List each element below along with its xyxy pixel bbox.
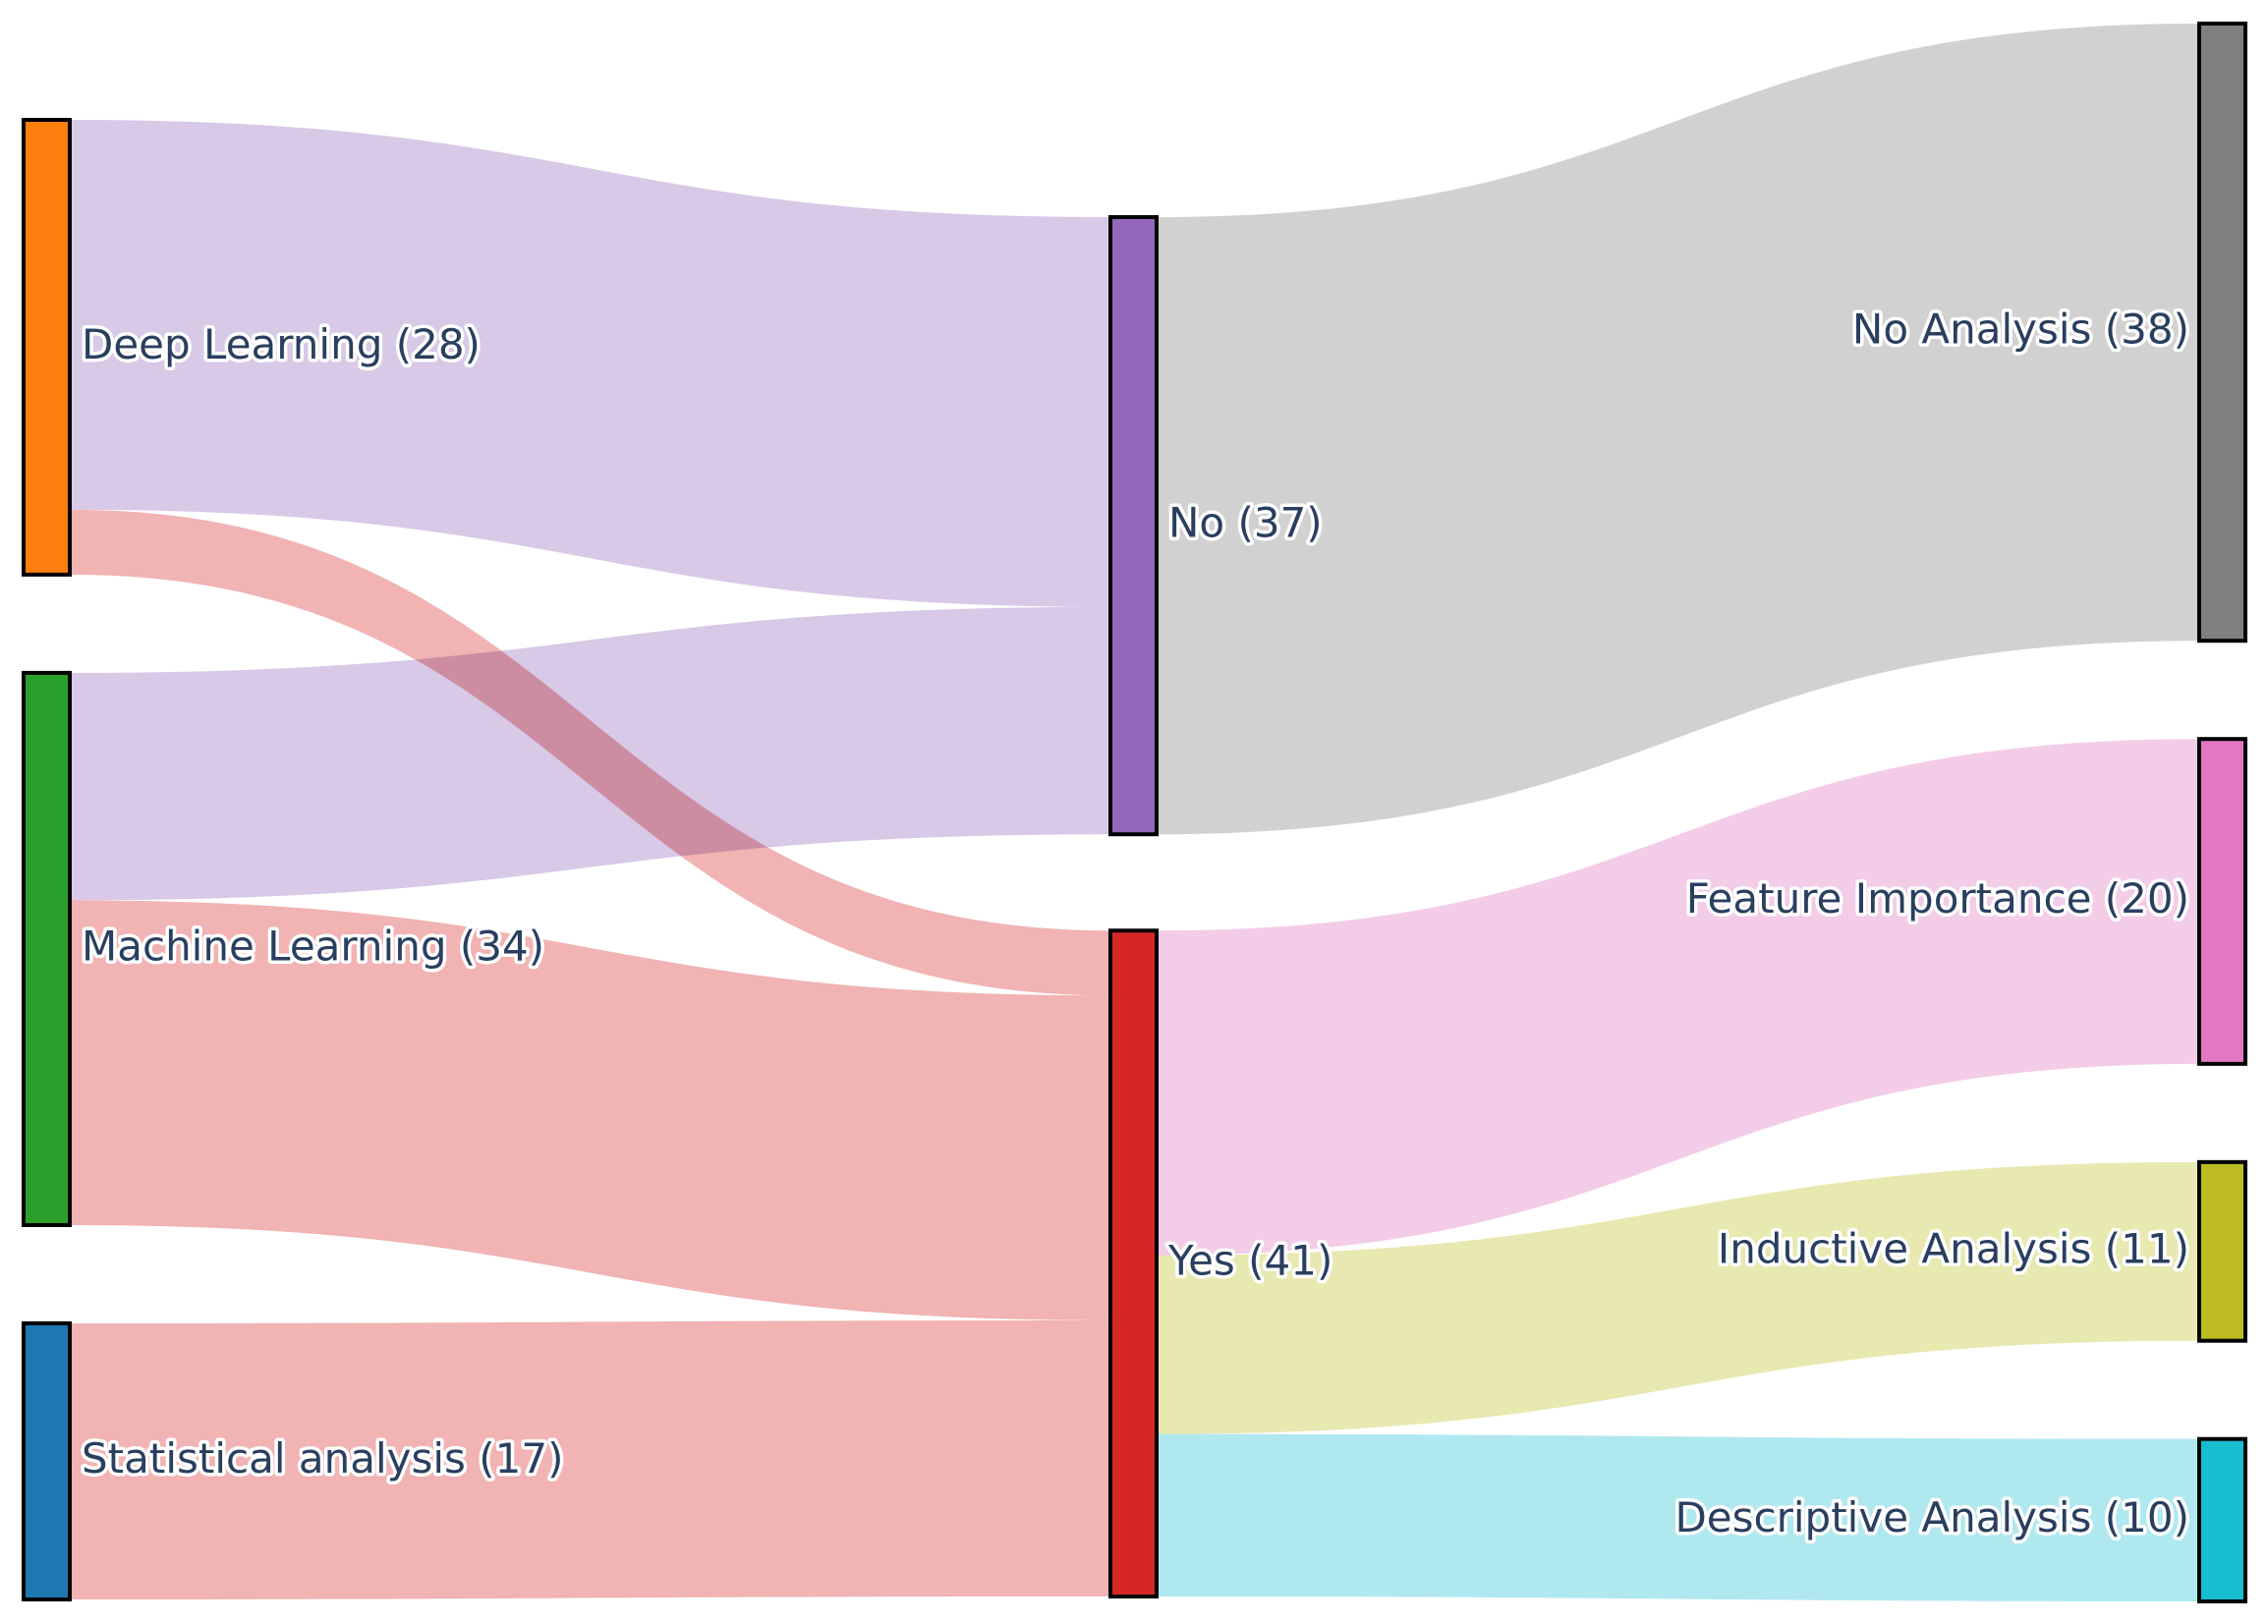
link-no-to-na	[1157, 24, 2199, 835]
node-fi	[2197, 737, 2247, 1066]
node-label-ia: Inductive Analysis (11)	[1718, 1224, 2189, 1272]
node-label-ml: Machine Learning (34)	[82, 922, 544, 970]
node-da	[2197, 1436, 2247, 1604]
node-dl	[22, 118, 72, 577]
node-ml	[22, 670, 72, 1227]
link-ml-to-yes	[70, 900, 1110, 1320]
node-ia	[2197, 1159, 2247, 1343]
link-dl-to-no	[70, 120, 1110, 607]
labels-layer: Deep Learning (28) Machine Learning (34) S…	[79, 302, 2193, 1544]
nodes-layer	[22, 22, 2247, 1604]
node-label-fi: Feature Importance (20)	[1686, 874, 2189, 923]
node-label-da: Descriptive Analysis (10)	[1674, 1493, 2189, 1541]
node-label-dl: Deep Learning (28)	[82, 320, 481, 368]
link-ml-to-no	[70, 606, 1110, 901]
node-label-na: No Analysis (38)	[1852, 306, 2189, 354]
links-layer	[70, 24, 2199, 1601]
link-yes-to-fi	[1157, 739, 2199, 1256]
link-yes-to-da	[1157, 1433, 2199, 1601]
node-na	[2197, 22, 2247, 644]
link-yes-to-ia	[1157, 1161, 2199, 1434]
node-sa	[22, 1320, 72, 1601]
link-sa-to-yes	[70, 1319, 1110, 1599]
node-yes	[1108, 928, 1159, 1598]
node-no	[1108, 215, 1159, 837]
node-label-no: No (37)	[1168, 499, 1323, 547]
node-label-yes: Yes (41)	[1167, 1237, 1332, 1285]
node-label-sa: Statistical analysis (17)	[82, 1434, 564, 1483]
